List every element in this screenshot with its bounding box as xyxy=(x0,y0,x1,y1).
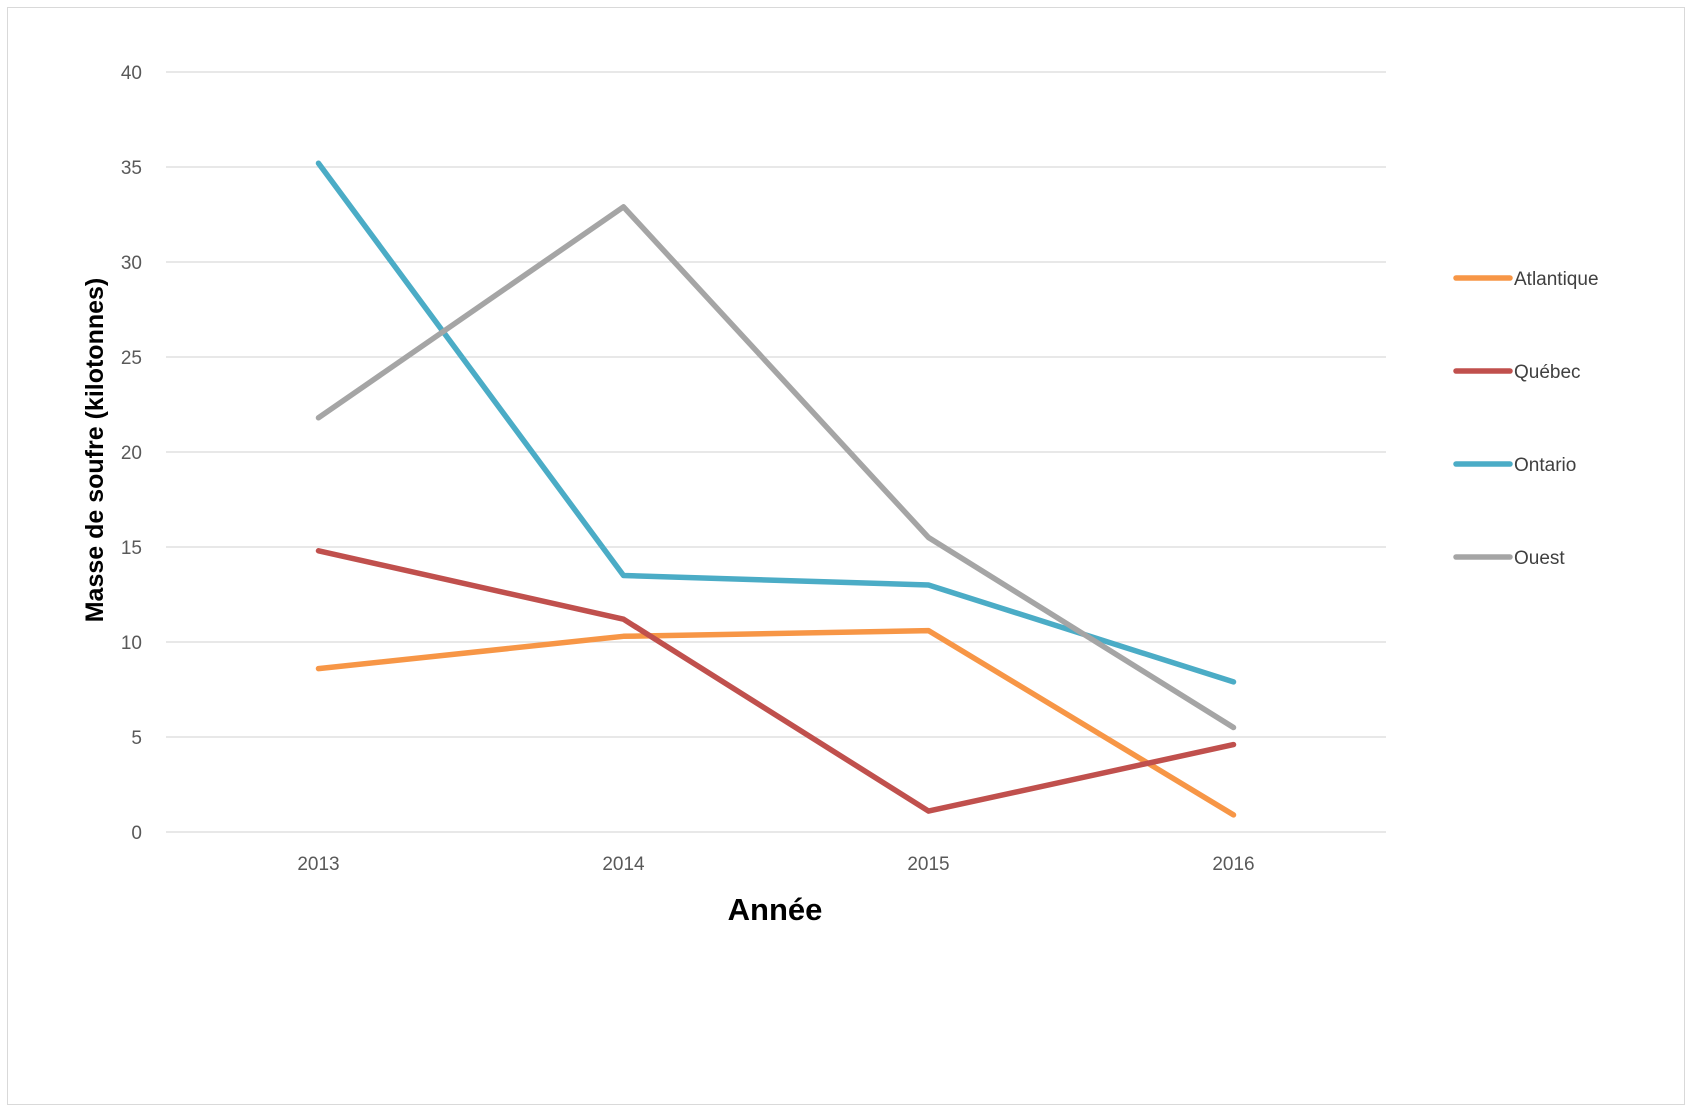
series-line-quebec xyxy=(315,548,1237,814)
y-tick-label-40: 40 xyxy=(121,63,142,84)
x-tick-label-2015: 2015 xyxy=(907,854,949,875)
legend-label-ontario: Ontario xyxy=(1514,455,1576,476)
y-axis-ticks: 0 5 10 15 20 25 30 35 40 xyxy=(121,63,142,844)
y-axis-title: Masse de soufre (kilotonnes) xyxy=(81,278,109,623)
series-lines xyxy=(315,160,1237,818)
chart-frame xyxy=(7,7,1685,1105)
series-line-ouest xyxy=(315,204,1237,731)
y-tick-label-5: 5 xyxy=(131,728,142,749)
x-axis-ticks: 2013 2014 2015 2016 xyxy=(297,854,1254,875)
series-line-ontario xyxy=(315,160,1237,685)
y-tick-label-30: 30 xyxy=(121,253,142,274)
y-tick-label-10: 10 xyxy=(121,633,142,654)
x-axis-title: Année xyxy=(728,892,823,927)
y-tick-label-15: 15 xyxy=(121,538,142,559)
x-tick-label-2013: 2013 xyxy=(297,854,339,875)
legend-label-atlantique: Atlantique xyxy=(1514,269,1599,290)
y-tick-label-0: 0 xyxy=(131,823,142,844)
legend: Atlantique Québec Ontario Ouest xyxy=(1453,269,1599,569)
y-tick-label-35: 35 xyxy=(121,158,142,179)
legend-label-ouest: Ouest xyxy=(1514,548,1565,569)
series-line-atlantique xyxy=(315,627,1237,818)
x-tick-label-2014: 2014 xyxy=(602,854,645,875)
y-tick-label-25: 25 xyxy=(121,348,142,369)
legend-label-quebec: Québec xyxy=(1514,362,1581,383)
gridlines xyxy=(166,71,1386,833)
x-tick-label-2016: 2016 xyxy=(1212,854,1254,875)
y-tick-label-20: 20 xyxy=(121,443,142,464)
